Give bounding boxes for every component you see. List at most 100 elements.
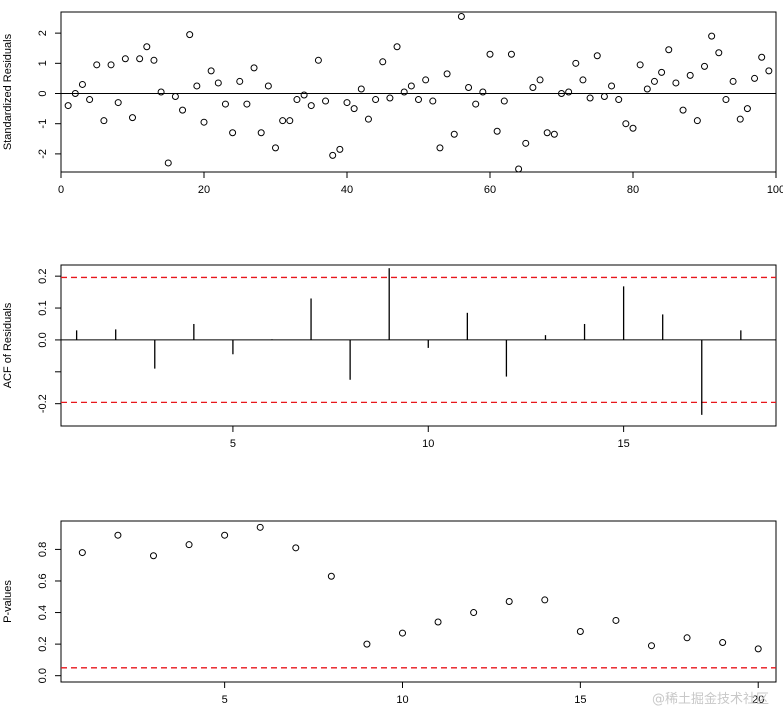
x-tick-label: 15 [617, 438, 629, 450]
residual-point [250, 64, 258, 72]
plot-frame [60, 264, 777, 427]
residual-point [579, 76, 587, 84]
p-value-point [114, 531, 122, 539]
residual-point [522, 139, 530, 147]
y-axis-title: Standardized Residuals [2, 33, 14, 150]
residual-point [736, 115, 744, 123]
residual-point [64, 102, 72, 110]
residual-point [71, 90, 79, 98]
y-tick-label: 2 [37, 30, 49, 36]
residual-point [758, 53, 766, 61]
y-tick-label: -2 [37, 149, 49, 159]
residual-point [207, 67, 215, 75]
x-tick-label: 40 [341, 184, 353, 196]
residual-point [443, 70, 451, 78]
plot-frame [60, 11, 777, 173]
y-axis-title: ACF of Residuals [2, 302, 14, 388]
residual-point [293, 96, 301, 104]
x-tick-label: 20 [752, 694, 764, 706]
y-tick-label: 0.6 [37, 573, 49, 588]
residual-point [314, 56, 322, 64]
residual-point [572, 59, 580, 67]
residual-point [422, 76, 430, 84]
residual-point [379, 58, 387, 66]
residual-point [622, 120, 630, 128]
watermark: @稀土掘金技术社区 [651, 692, 769, 707]
residual-point [550, 130, 558, 138]
p-value-point [612, 616, 620, 624]
x-tick-label: 5 [222, 694, 228, 706]
p-value-point [470, 609, 478, 617]
residual-point [136, 55, 144, 63]
p-value-point [505, 598, 513, 605]
panel-1: 0 20 40 60 80 100 -2 -1 0 1 2 Standardized Residual… [2, 11, 783, 196]
residual-point [100, 117, 108, 125]
x-tick-label: 80 [627, 184, 639, 196]
p-value-point [541, 596, 549, 604]
residual-point [436, 144, 444, 152]
residual-point [93, 61, 101, 69]
x-tick-label: 100 [767, 184, 783, 196]
residual-point [672, 79, 680, 87]
residual-point [615, 96, 623, 104]
residual-point [78, 80, 86, 88]
p-value-point [78, 549, 86, 557]
p-value-point [221, 531, 229, 539]
residual-point [722, 96, 730, 104]
residual-point [565, 88, 573, 96]
y-tick-label: -0.2 [37, 394, 49, 413]
residual-point [643, 85, 651, 93]
y-tick-label: 0.8 [37, 542, 49, 557]
residual-point [593, 52, 601, 60]
residual-point [272, 144, 279, 152]
residual-point [558, 90, 565, 98]
residual-point [708, 32, 716, 40]
x-tick-label: 10 [396, 694, 408, 706]
residual-point [500, 97, 508, 105]
residual-point [107, 61, 115, 69]
residual-point [364, 115, 372, 123]
residual-point [465, 83, 473, 91]
x-tick-label: 5 [230, 438, 236, 450]
residual-point [264, 82, 272, 90]
p-value-point [256, 523, 264, 531]
residual-point [171, 93, 179, 101]
residual-point [608, 82, 616, 90]
p-value-point [292, 544, 300, 552]
residual-point [529, 83, 537, 91]
residual-point [472, 100, 480, 108]
x-tick-label: 60 [484, 184, 496, 196]
residual-point [236, 77, 244, 85]
residual-point [300, 91, 308, 99]
p-value-point [363, 640, 371, 648]
residual-point [751, 74, 759, 82]
y-tick-label: 0.2 [37, 269, 49, 284]
residual-point [743, 105, 751, 113]
y-tick-label: 1 [37, 60, 49, 66]
y-tick-label: 0.1 [37, 300, 49, 315]
residual-point [686, 71, 694, 79]
residual-point [693, 117, 701, 125]
residual-point [493, 127, 501, 135]
x-tick-label: 20 [198, 184, 210, 196]
residual-point [86, 96, 94, 104]
y-tick-label: 0.2 [37, 636, 49, 651]
p-value-point [398, 629, 406, 637]
residual-point [450, 130, 458, 138]
residual-point [121, 55, 129, 63]
residual-point [357, 85, 365, 93]
x-tick-label: 10 [422, 438, 434, 450]
residual-point [329, 151, 337, 159]
residual-point [629, 124, 637, 132]
residual-point [279, 117, 287, 125]
residual-point [150, 56, 158, 64]
residual-point [336, 145, 344, 153]
residual-point [322, 97, 330, 105]
residual-point [486, 50, 494, 58]
residual-point [214, 79, 222, 87]
residual-point [429, 97, 437, 105]
x-tick-label: 15 [574, 694, 586, 706]
residual-point [164, 159, 172, 167]
residual-point [715, 49, 723, 57]
residual-point [457, 13, 465, 21]
